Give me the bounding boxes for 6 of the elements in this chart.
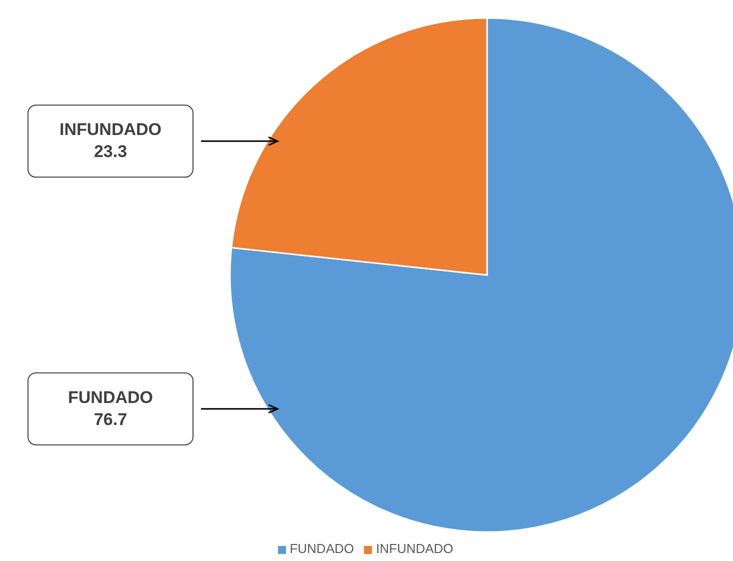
data-label: 23.3 — [94, 142, 128, 162]
slice-label: FUNDADO — [68, 388, 153, 407]
slice-label: INFUNDADO — [60, 120, 162, 140]
legend-label: FUNDADO — [290, 541, 354, 556]
legend-label: INFUNDADO — [376, 541, 454, 556]
data-label: 76.7 — [94, 410, 128, 429]
